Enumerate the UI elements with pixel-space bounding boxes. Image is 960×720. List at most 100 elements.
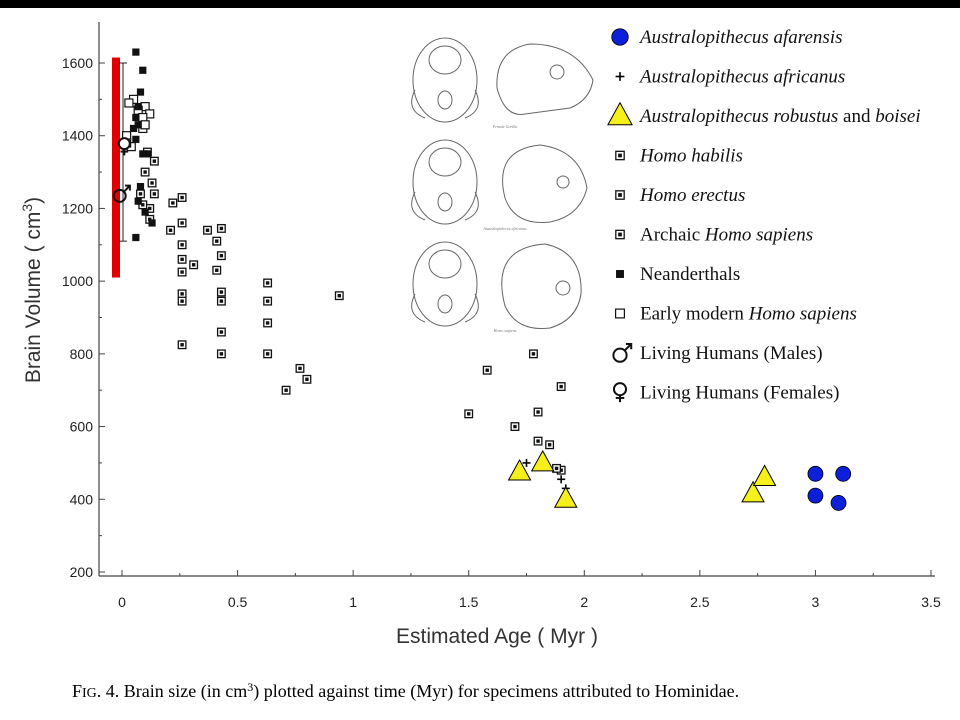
data-point [134,197,142,205]
data-point [140,120,150,130]
data-point [112,184,131,203]
y-tick-label: 600 [70,419,94,435]
legend-item: Living Humans (Males) [612,342,823,364]
square-center [337,293,341,298]
data-point [510,422,520,432]
data-point [212,265,222,275]
data-point [464,409,474,419]
data-point [334,291,344,301]
x-tick-label: 0 [118,594,126,610]
legend-item: Archaic Homo sapiens [615,225,813,246]
female-ring [117,137,131,151]
skull-base-line [411,191,426,221]
skull-base-outline [412,37,478,123]
top-bar [0,0,960,8]
skull-row: Australopithecus africanus [411,139,588,231]
square-center [219,253,224,258]
skull-orbit [556,175,570,189]
data-point [134,121,142,129]
caption-sup: 3 [247,680,253,694]
data-point [545,440,555,450]
legend-marker [615,72,625,81]
legend-label: Living Humans (Males) [640,343,823,364]
square-center [618,193,622,197]
series-australopithecus-afarensis [807,465,852,511]
skull-foramen [437,294,453,314]
legend-marker [607,101,633,126]
data-point [124,98,134,108]
square-center [180,243,184,247]
square-center [531,352,536,356]
skull-foramen [437,90,453,110]
data-point [533,407,543,417]
legend-label-italic: Homo sapiens [704,225,813,246]
x-tick-label: 3.5 [921,594,941,610]
data-point [752,464,777,486]
data-point [177,289,187,299]
data-point [556,382,566,392]
data-point [807,465,824,482]
square-center [180,195,184,200]
square-center [152,192,157,196]
data-point [530,449,555,472]
square-center [536,410,540,414]
skull-orbit [555,280,571,296]
data-point [149,156,159,166]
legend-item: Living Humans (Females) [612,382,839,404]
legend-item: Australopithecus africanus [615,67,845,88]
data-point [132,233,140,242]
data-point [507,458,532,481]
caption-text: . 4. Brain size (in cm [97,681,247,702]
square-center [265,281,270,285]
legend-label-rest: and [838,106,875,127]
data-point [263,296,273,306]
skull-illustrations: Female Gorilla Australopithecus africanus… [405,10,605,333]
data-point [136,183,145,191]
legend-label-italic: Australopithecus africanus [638,67,845,88]
y-tick-label: 1400 [62,128,93,144]
data-point [741,480,765,503]
square-center [180,257,184,262]
data-point [553,486,578,508]
caption-fig: F [72,681,82,701]
caption-end: ) plotted against time (Myr) for specime… [253,681,739,702]
square-center [219,290,224,294]
legend-item: Homo erectus [615,185,745,206]
male-arrow [623,343,632,352]
data-point [830,495,847,511]
skull-foramen [437,192,453,212]
data-point [132,135,140,143]
square-center [559,384,563,389]
data-point [528,349,538,359]
figure-caption: FIG. 4. Brain size (in cm3) plotted agai… [72,680,739,702]
data-point [148,219,156,227]
legend-item: Homo habilis [615,146,743,167]
legend-marker [614,308,625,319]
data-point [134,103,142,111]
data-point [177,267,187,277]
series-homo-erectus [166,193,344,395]
square-center [554,466,559,471]
data-point [139,150,147,158]
africanus-skull-side [502,144,588,223]
legend-label-italic2: boisei [875,106,920,127]
y-tick-label: 1600 [62,55,93,71]
square-center [138,192,143,196]
skull-label: Female Gorilla [492,124,518,129]
square-center [171,201,175,205]
square-center [547,443,552,447]
data-point [533,436,543,446]
skull-base-line [411,89,426,119]
data-point [140,167,150,177]
x-tick-label: 0.5 [228,594,248,610]
data-point [177,296,187,306]
y-axis-title-main: Brain Volume ( cm [22,212,45,384]
legend-marker [615,150,625,161]
x-tick-label: 1.5 [459,594,479,610]
living-humans-range [112,57,127,278]
y-axis-title-sup: 3 [19,204,35,212]
square-center [148,206,152,211]
data-point [168,198,178,208]
data-point [807,487,824,504]
data-point [203,225,212,235]
